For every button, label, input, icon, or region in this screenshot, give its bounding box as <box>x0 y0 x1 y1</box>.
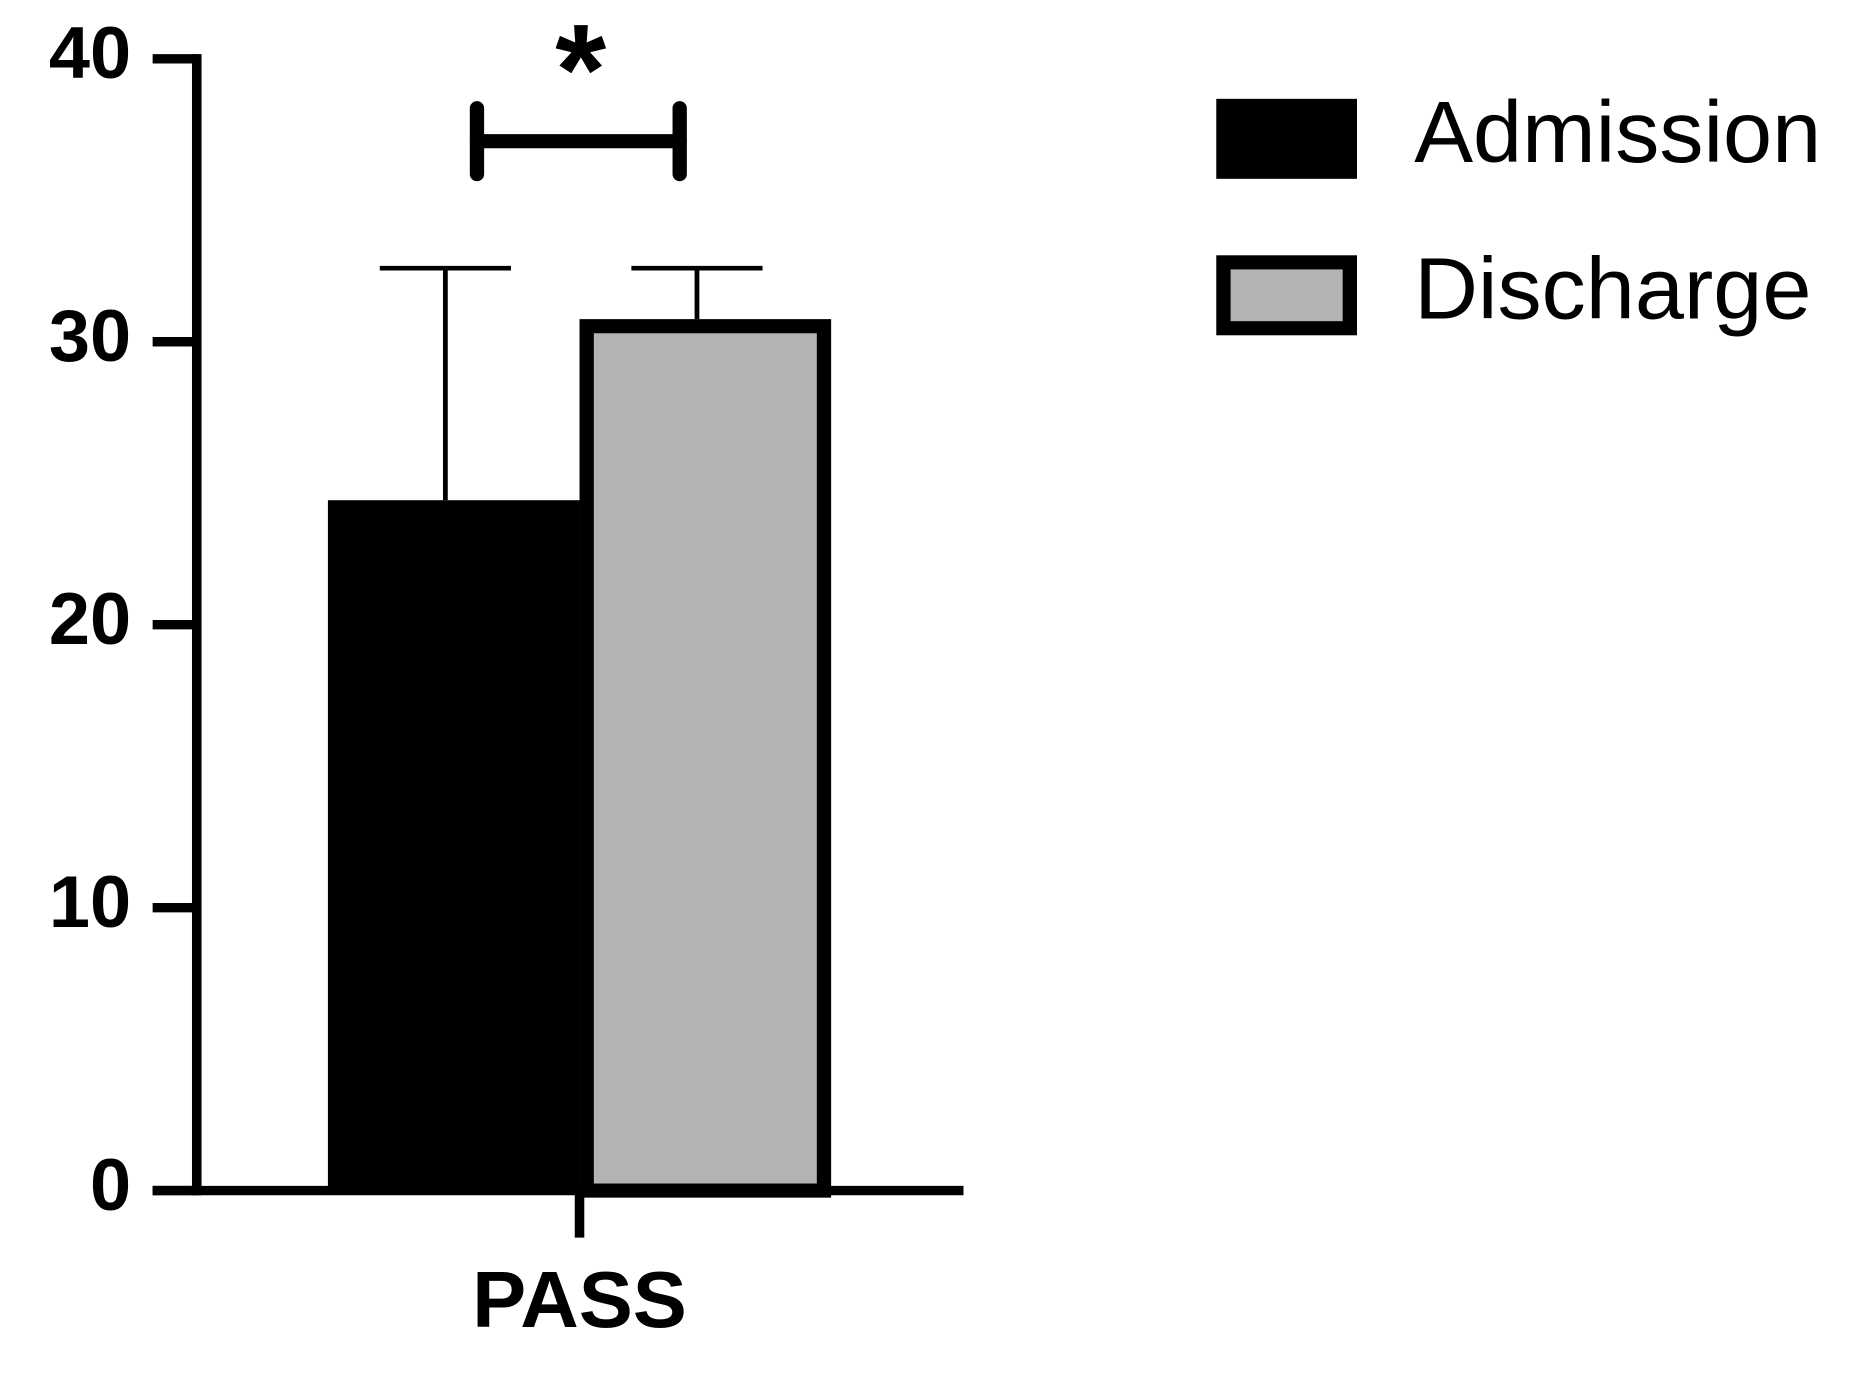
y-tick-label: 20 <box>49 578 131 659</box>
y-tick-label: 10 <box>49 861 131 942</box>
bar <box>327 500 580 1191</box>
legend-label: Discharge <box>1414 240 1811 337</box>
y-tick-label: 0 <box>90 1144 131 1225</box>
legend-label: Admission <box>1414 83 1821 180</box>
y-tick-label: 30 <box>49 295 131 376</box>
significance-label: * <box>555 0 606 142</box>
legend-swatch <box>1216 255 1357 336</box>
bar <box>579 319 832 1198</box>
legend-swatch <box>1216 98 1357 179</box>
x-tick-label: PASS <box>472 1256 687 1345</box>
y-tick-label: 40 <box>49 13 131 94</box>
significance-bracket <box>469 101 687 182</box>
